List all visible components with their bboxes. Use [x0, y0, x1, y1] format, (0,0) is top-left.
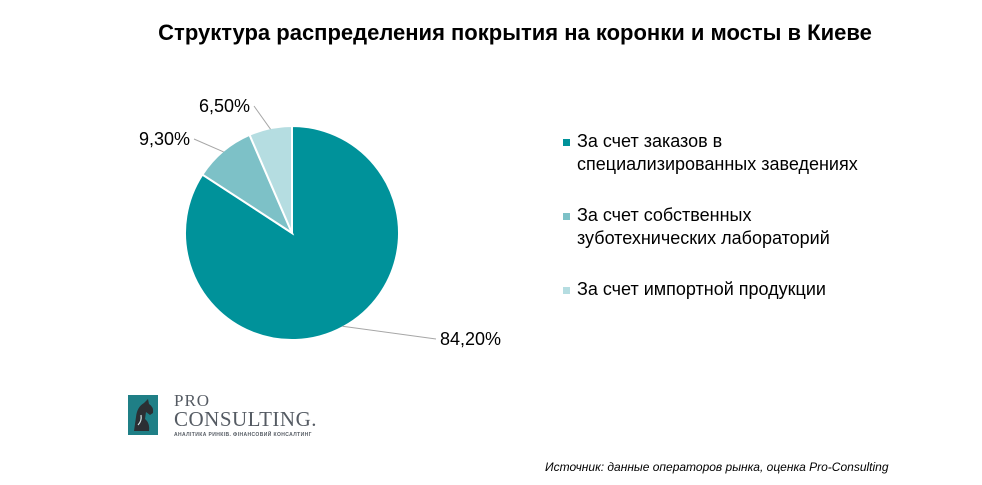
logo-tagline: АНАЛІТИКА РИНКІВ. ФІНАНСОВИЙ КОНСАЛТИНГ	[174, 432, 312, 438]
legend-label-line: зуботехнических лабораторий	[577, 228, 830, 248]
legend-swatch	[563, 139, 570, 146]
chart-title: Структура распределения покрытия на коро…	[158, 20, 872, 45]
leader-line	[253, 105, 271, 130]
data-label: 6,50%	[199, 96, 250, 116]
legend-label-line: За счет импортной продукции	[577, 279, 826, 299]
legend-label-line: специализированных заведениях	[577, 154, 858, 174]
pro-consulting-logo: PRO CONSULTING. АНАЛІТИКА РИНКІВ. ФІНАНС…	[128, 391, 338, 439]
leader-line	[342, 325, 437, 340]
logo-pro-text: PRO	[174, 391, 211, 410]
legend-swatch	[563, 213, 570, 220]
chart-legend: За счет заказов в специализированных зав…	[563, 130, 963, 329]
horse-emblem-icon	[128, 395, 158, 435]
legend-item: За счет заказов в специализированных зав…	[563, 130, 963, 176]
legend-label-line: За счет собственных	[577, 205, 752, 225]
legend-label-line: За счет заказов в	[577, 131, 723, 151]
legend-item: За счет собственных зуботехнических лабо…	[563, 204, 963, 250]
logo-consulting-text: CONSULTING.	[174, 407, 317, 431]
data-label: 84,20%	[440, 329, 501, 349]
source-note: Источник: данные операторов рынка, оценк…	[545, 460, 889, 474]
leader-line	[193, 138, 224, 153]
data-label: 9,30%	[139, 129, 190, 149]
legend-item: За счет импортной продукции	[563, 278, 963, 301]
legend-swatch	[563, 287, 570, 294]
